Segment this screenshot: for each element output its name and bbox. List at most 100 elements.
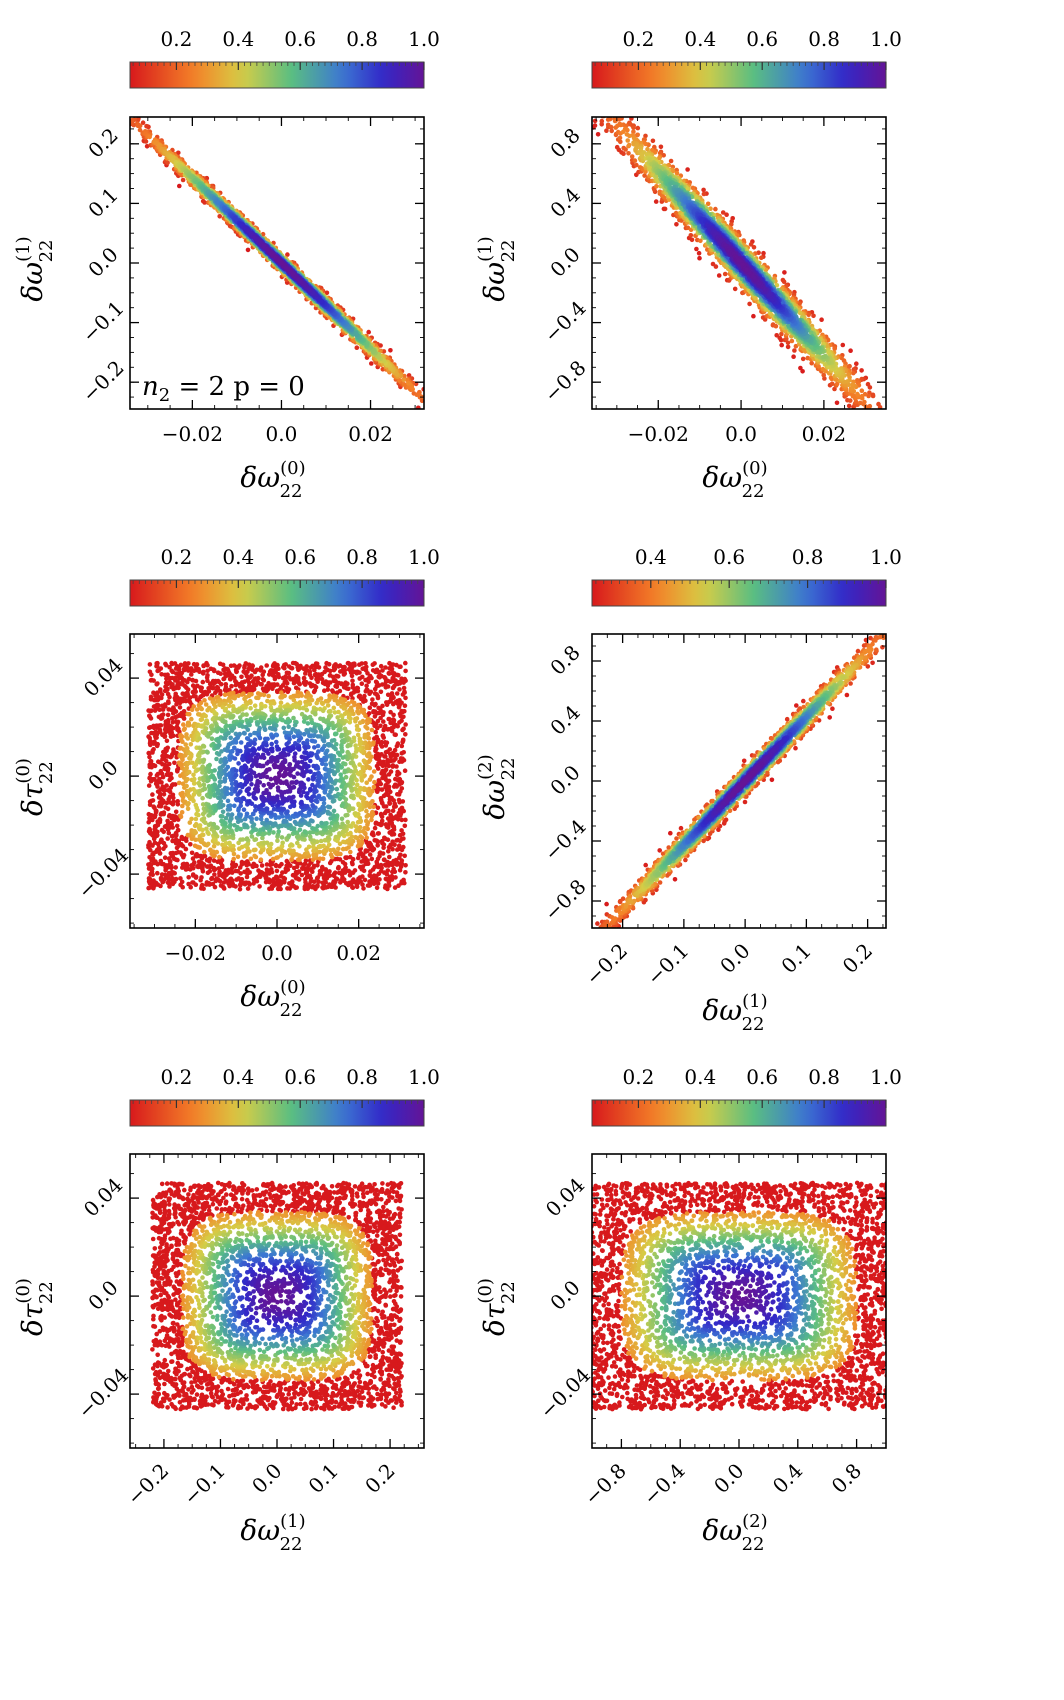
scatter-point: [859, 388, 865, 394]
scatter-point: [853, 418, 858, 423]
scatter-point: [572, 77, 577, 82]
scatter-point: [607, 103, 612, 108]
scatter-point: [713, 206, 718, 212]
scatter-point: [401, 377, 407, 383]
scatter-point: [800, 356, 806, 362]
scatter-point: [661, 153, 666, 158]
scatter-point: [722, 271, 728, 277]
scatter-point: [632, 158, 638, 163]
scatter-point: [477, 444, 482, 449]
scatter-point: [614, 144, 620, 150]
scatter-point: [283, 265, 289, 271]
scatter-point: [845, 379, 850, 384]
scatter-point: [602, 96, 607, 101]
scatter-point: [809, 360, 814, 366]
scatter-point: [886, 431, 891, 436]
scatter-point: [832, 386, 837, 392]
scatter-point: [851, 370, 856, 376]
scatter-point: [629, 117, 634, 121]
scatter-point: [878, 412, 883, 417]
scatter-point: [785, 340, 791, 346]
scatter-point: [156, 143, 162, 148]
scatter-point: [747, 301, 752, 307]
scatter-point: [13, 4, 18, 9]
scatter-point: [786, 323, 791, 328]
scatter-point: [245, 247, 251, 253]
scatter-point: [444, 417, 449, 422]
scatter-point: [773, 323, 779, 329]
colorbar-tick-label: 0.8: [808, 27, 840, 51]
scatter-point: [855, 391, 860, 397]
scatter-point: [446, 425, 451, 430]
scatter-point: [592, 118, 598, 124]
scatter-point: [690, 185, 696, 191]
y-tick-label: 0.0: [83, 242, 122, 281]
scatter-point: [471, 445, 476, 450]
scatter-point: [397, 378, 402, 383]
scatter-point: [587, 75, 592, 80]
scatter-point: [579, 89, 584, 94]
scatter-point: [441, 415, 446, 420]
scatter-point: [801, 347, 807, 353]
scatter-point: [621, 151, 626, 156]
scatter-point: [616, 117, 622, 122]
scatter-point: [716, 273, 722, 278]
scatter-point: [563, 64, 568, 69]
scatter-point: [633, 145, 639, 151]
scatter-point: [777, 335, 782, 341]
scatter-point: [82, 73, 87, 78]
scatter-point: [806, 312, 811, 318]
scatter-point: [424, 402, 429, 407]
scatter-point: [401, 382, 407, 387]
scatter-point: [522, 39, 527, 44]
scatter-point: [862, 410, 867, 415]
scatter-point: [125, 117, 130, 122]
scatter-point: [618, 139, 623, 145]
scatter-point: [442, 415, 447, 420]
scatter-point: [447, 427, 452, 432]
scatter-point: [606, 99, 611, 104]
scatter-point: [821, 372, 826, 378]
scatter-point: [838, 409, 843, 414]
scatter-point: [425, 402, 430, 407]
colorbar: 0.2 0.4 0.6 0.8 1.0: [591, 27, 902, 89]
scatter-point: [579, 74, 584, 79]
scatter-point: [596, 91, 601, 96]
scatter-point: [697, 255, 702, 261]
scatter-point: [285, 252, 290, 257]
scatter-point: [430, 411, 435, 416]
scatter-point: [602, 112, 607, 117]
scatter-point: [113, 104, 118, 109]
scatter-point: [451, 424, 456, 429]
colorbar-tick-label: 0.6: [746, 27, 778, 51]
scatter-point: [819, 317, 824, 323]
scatter-point: [658, 144, 664, 150]
scatter-point: [580, 100, 585, 105]
scatter-point: [573, 88, 578, 93]
scatter-point: [615, 110, 620, 115]
scatter-point: [118, 108, 123, 113]
scatter-point: [369, 361, 374, 366]
x-tick-label: 0.02: [348, 422, 393, 446]
scatter-point: [583, 97, 588, 102]
scatter-point: [631, 129, 636, 135]
scatter-point: [615, 123, 620, 129]
scatter-point: [562, 75, 567, 80]
scatter-point: [571, 71, 576, 76]
panel-annotation: n2 = 2 p = 0: [142, 372, 305, 406]
scatter-point: [881, 415, 886, 420]
scatter-point: [895, 457, 900, 462]
scatter-point: [798, 365, 803, 371]
scatter-point: [763, 267, 769, 273]
scatter-point: [625, 127, 630, 133]
scatter-point: [217, 214, 222, 219]
scatter-point: [573, 69, 578, 74]
scatter-point: [587, 90, 592, 95]
scatter-point: [117, 100, 122, 105]
scatter-point: [135, 117, 141, 123]
y-tick-label: −0.1: [77, 296, 128, 347]
scatter-point: [634, 132, 640, 138]
scatter-point: [561, 51, 566, 56]
scatter-point: [417, 392, 422, 398]
